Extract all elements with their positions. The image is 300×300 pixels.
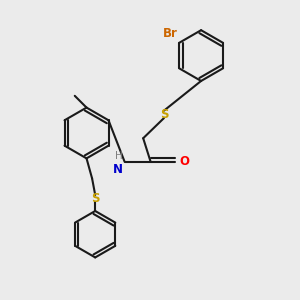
Text: S: S: [160, 108, 168, 121]
Text: N: N: [113, 163, 123, 176]
Text: O: O: [179, 155, 189, 168]
Text: S: S: [91, 192, 99, 205]
Text: Br: Br: [163, 27, 178, 40]
Text: H: H: [115, 151, 123, 161]
